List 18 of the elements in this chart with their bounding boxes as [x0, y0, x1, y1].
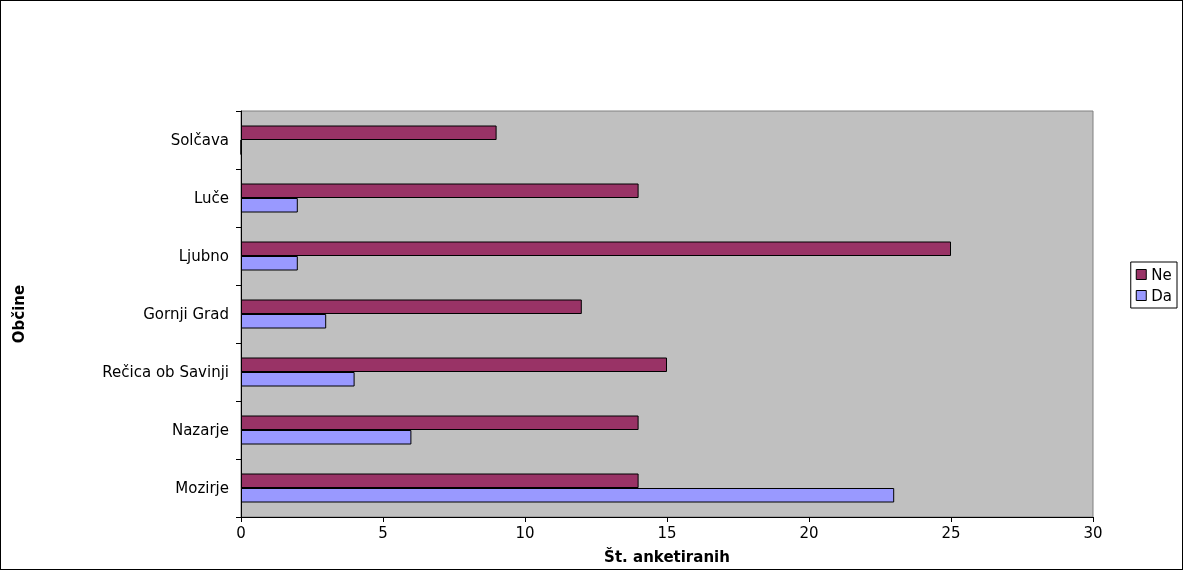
y-tick-label: Gornji Grad: [143, 305, 229, 323]
y-tick-label: Rečica ob Savinji: [102, 363, 229, 381]
x-tick-label: 25: [941, 523, 961, 542]
y-tick-label: Mozirje: [175, 479, 229, 497]
y-axis-title: Občine: [9, 284, 28, 344]
x-tick-label: 5: [378, 523, 388, 542]
x-axis-title: Št. anketiranih: [604, 546, 730, 566]
x-tick-label: 30: [1083, 523, 1103, 542]
y-tick-label: Luče: [193, 189, 229, 207]
x-tick-label: 10: [515, 523, 535, 542]
y-tick-label: Ljubno: [178, 247, 229, 265]
y-tick-label: Solčava: [170, 131, 229, 149]
legend-label: Da: [1151, 286, 1173, 305]
y-tick-label: Nazarje: [171, 421, 229, 439]
x-tick-label: 20: [799, 523, 819, 542]
x-tick-label: 15: [657, 523, 677, 542]
legend-label: Ne: [1151, 265, 1172, 284]
x-tick-label: 0: [236, 523, 246, 542]
